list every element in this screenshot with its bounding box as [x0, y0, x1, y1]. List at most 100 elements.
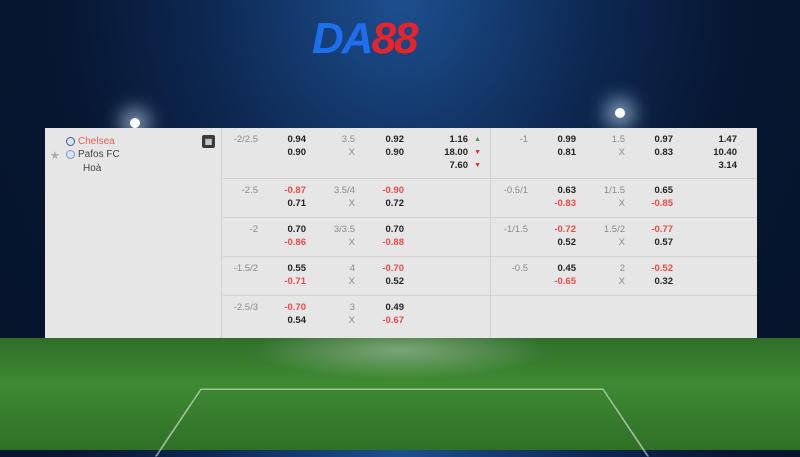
- over-under-x: X: [348, 198, 355, 209]
- over-under-line: 3/3.5: [333, 224, 355, 235]
- over-odds[interactable]: 0.65: [654, 185, 674, 196]
- full-time-odds: -2/2.5 0.94 0.90 3.5 X 0.92 0.90 1.16 ▲ 18.00 ▼ 7.6…: [223, 128, 490, 178]
- handicap-line: -2.5/3: [233, 302, 258, 313]
- handicap-home-odds[interactable]: 0.55: [287, 263, 307, 274]
- handicap-away-odds[interactable]: 0.90: [287, 147, 307, 158]
- under-odds[interactable]: 0.90: [385, 147, 405, 158]
- stadium-light: [130, 118, 140, 128]
- home-team[interactable]: Chelsea: [78, 136, 115, 147]
- under-odds[interactable]: 0.52: [385, 276, 405, 287]
- handicap-line: -0.5: [511, 263, 528, 274]
- handicap-home-odds[interactable]: 0.70: [287, 224, 307, 235]
- over-odds[interactable]: -0.90: [382, 185, 404, 196]
- over-under-line: 2: [619, 263, 625, 274]
- handicap-away-odds[interactable]: -0.65: [554, 276, 576, 287]
- first-half-odds: -0.5 0.45 -0.65 2 X -0.52 0.32: [490, 257, 757, 295]
- full-time-odds: -2 0.70 -0.86 3/3.5 X 0.70 -0.88: [223, 218, 490, 256]
- logo-da: DA: [312, 14, 374, 63]
- over-under-line: 3.5/4: [333, 185, 355, 196]
- over-odds[interactable]: 0.92: [385, 134, 405, 145]
- over-odds[interactable]: -0.77: [651, 224, 673, 235]
- stadium-pitch-background: [0, 338, 800, 450]
- stats-icon[interactable]: ▦: [202, 135, 215, 148]
- over-under-line: 1/1.5: [603, 185, 625, 196]
- under-odds[interactable]: -0.85: [651, 198, 673, 209]
- 1x2-odds[interactable]: 10.40: [713, 147, 737, 158]
- 1x2-odds[interactable]: 3.14: [718, 160, 738, 171]
- over-odds[interactable]: -0.52: [651, 263, 673, 274]
- over-odds[interactable]: -0.70: [382, 263, 404, 274]
- over-under-x: X: [348, 237, 355, 248]
- handicap-away-odds[interactable]: -0.86: [284, 237, 306, 248]
- stadium-light: [615, 108, 625, 118]
- logo-88: 88: [371, 14, 419, 63]
- over-under-line: 3: [349, 302, 355, 313]
- away-team[interactable]: Pafos FC: [78, 149, 120, 160]
- full-time-odds: -2.5 -0.87 0.71 3.5/4 X -0.90 0.72: [223, 179, 490, 217]
- handicap-away-odds[interactable]: 0.71: [287, 198, 307, 209]
- arrow-up-icon: ▲: [474, 136, 481, 143]
- over-under-line: 4: [349, 263, 355, 274]
- under-odds[interactable]: 0.72: [385, 198, 405, 209]
- over-under-x: X: [618, 147, 625, 158]
- over-under-x: X: [618, 276, 625, 287]
- handicap-away-odds[interactable]: 0.81: [557, 147, 577, 158]
- handicap-away-odds[interactable]: -0.71: [284, 276, 306, 287]
- match-info: ★ Chelsea Pafos FC Hoà ▦: [45, 128, 222, 338]
- under-odds[interactable]: 0.83: [654, 147, 674, 158]
- handicap-home-odds[interactable]: 0.99: [557, 134, 577, 145]
- star-icon[interactable]: ★: [50, 150, 60, 162]
- over-under-x: X: [348, 315, 355, 326]
- chelsea-crest-icon: [66, 137, 75, 146]
- handicap-home-odds[interactable]: -0.72: [554, 224, 576, 235]
- under-odds[interactable]: 0.57: [654, 237, 674, 248]
- handicap-line: -2/2.5: [233, 134, 258, 145]
- handicap-line: -1/1.5: [503, 224, 528, 235]
- handicap-home-odds[interactable]: 0.94: [287, 134, 307, 145]
- over-under-line: 1.5/2: [603, 224, 625, 235]
- first-half-odds: -0.5/1 0.63 -0.83 1/1.5 X 0.65 -0.85: [490, 179, 757, 217]
- under-odds[interactable]: -0.67: [382, 315, 404, 326]
- first-half-odds: [490, 296, 757, 338]
- odds-row: -1.5/2 0.55 -0.71 4 X -0.70 0.52 -0.5 0.45 -0.65 2…: [223, 257, 757, 296]
- over-under-x: X: [618, 237, 625, 248]
- full-time-odds: -1.5/2 0.55 -0.71 4 X -0.70 0.52: [223, 257, 490, 295]
- handicap-line: -2: [249, 224, 258, 235]
- over-under-line: 3.5: [341, 134, 355, 145]
- handicap-line: -0.5/1: [503, 185, 528, 196]
- odds-table: ★ Chelsea Pafos FC Hoà ▦ -2/2.5 0.94 0.90 3…: [45, 128, 757, 338]
- da88-logo: DA88: [312, 14, 419, 64]
- handicap-away-odds[interactable]: 0.54: [287, 315, 307, 326]
- handicap-away-odds[interactable]: 0.52: [557, 237, 577, 248]
- handicap-line: -2.5: [241, 185, 258, 196]
- handicap-home-odds[interactable]: 0.45: [557, 263, 577, 274]
- draw-label: Hoà: [83, 163, 102, 174]
- over-odds[interactable]: 0.97: [654, 134, 674, 145]
- first-half-odds: -1/1.5 -0.72 0.52 1.5/2 X -0.77 0.57: [490, 218, 757, 256]
- over-under-x: X: [348, 276, 355, 287]
- 1x2-odds[interactable]: 18.00: [444, 147, 468, 158]
- odds-row: -2 0.70 -0.86 3/3.5 X 0.70 -0.88 -1/1.5 -0.72 0.5…: [223, 218, 757, 257]
- arrow-down-icon: ▼: [474, 162, 481, 169]
- odds-row: -2.5 -0.87 0.71 3.5/4 X -0.90 0.72 -0.5/1 0.63 -0…: [223, 179, 757, 218]
- handicap-home-odds[interactable]: -0.87: [284, 185, 306, 196]
- arrow-down-icon: ▼: [474, 149, 481, 156]
- handicap-away-odds[interactable]: -0.83: [554, 198, 576, 209]
- 1x2-odds[interactable]: 7.60: [449, 160, 469, 171]
- over-under-x: X: [618, 198, 625, 209]
- handicap-home-odds[interactable]: -0.70: [284, 302, 306, 313]
- over-under-x: X: [348, 147, 355, 158]
- full-time-odds: -2.5/3 -0.70 0.54 3 X 0.49 -0.67: [223, 296, 490, 338]
- 1x2-odds[interactable]: 1.47: [718, 134, 738, 145]
- odds-row: -2.5/3 -0.70 0.54 3 X 0.49 -0.67: [223, 296, 757, 338]
- handicap-line: -1.5/2: [233, 263, 258, 274]
- over-odds[interactable]: 0.70: [385, 224, 405, 235]
- under-odds[interactable]: -0.88: [382, 237, 404, 248]
- handicap-home-odds[interactable]: 0.63: [557, 185, 577, 196]
- handicap-line: -1: [519, 134, 528, 145]
- 1x2-odds[interactable]: 1.16: [449, 134, 469, 145]
- first-half-odds: -1 0.99 0.81 1.5 X 0.97 0.83 1.47 10.40 3.14: [490, 128, 757, 178]
- pafos-crest-icon: [66, 150, 75, 159]
- under-odds[interactable]: 0.32: [654, 276, 674, 287]
- over-odds[interactable]: 0.49: [385, 302, 405, 313]
